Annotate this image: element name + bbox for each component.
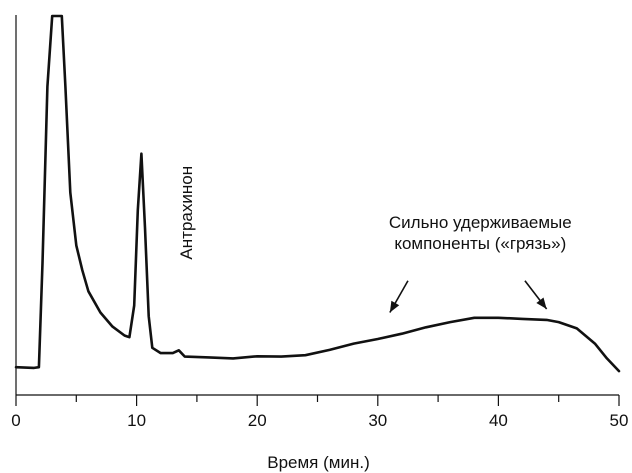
arrows: [389, 280, 548, 313]
annotation-anthraquinone: Антрахинон: [177, 166, 196, 260]
x-tick-label: 30: [368, 411, 387, 430]
arrow-right-head: [536, 297, 547, 309]
series-group: [14, 14, 621, 373]
x-tick-label: 10: [127, 411, 146, 430]
x-tick-label: 50: [610, 411, 629, 430]
x-ticks: [15, 395, 620, 406]
arrow-right: [524, 280, 548, 310]
x-axis-title: Время (мин.): [267, 453, 369, 472]
arrow-left: [389, 280, 409, 313]
arrow-left-head: [389, 300, 400, 313]
annotations: Антрахинон Сильно удерживаемые компоненты …: [177, 166, 572, 260]
x-tick-labels: 0 10 20 30 40 50: [11, 411, 628, 430]
axes: [15, 15, 619, 396]
chromatogram-trace: [14, 14, 621, 373]
annotation-dirt-line1: Сильно удерживаемые: [389, 213, 572, 232]
x-tick-label: 40: [489, 411, 508, 430]
x-tick-label: 20: [248, 411, 267, 430]
x-tick-label: 0: [11, 411, 20, 430]
annotation-dirt-line2: компоненты («грязь»): [394, 234, 566, 253]
